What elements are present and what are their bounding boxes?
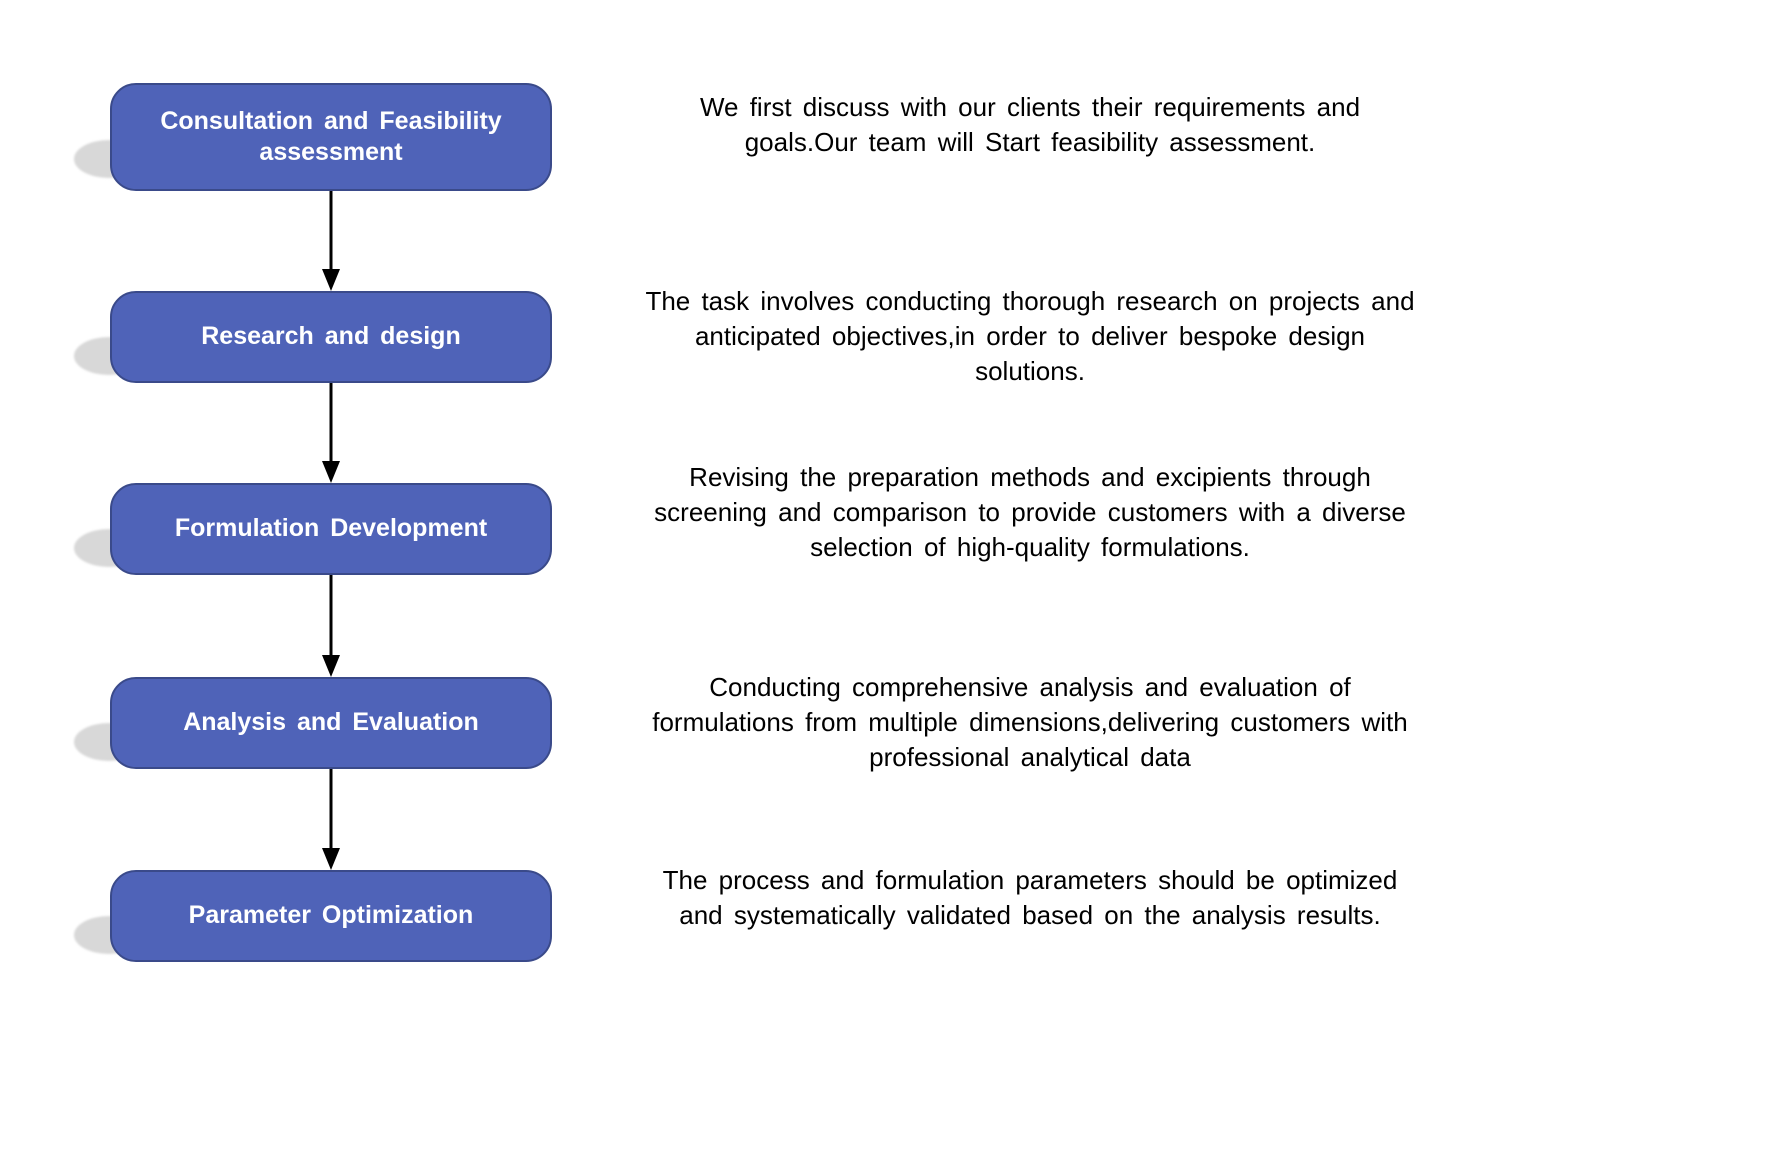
flow-node-label: Consultation and Feasibility assessment — [136, 106, 526, 169]
flow-node-label: Research and design — [201, 321, 460, 352]
flow-node-description: The task involves conducting thorough re… — [640, 284, 1420, 389]
flow-node: Parameter Optimization — [110, 870, 552, 962]
flow-node-description: Revising the preparation methods and exc… — [640, 460, 1420, 565]
arrow-head-icon — [322, 848, 340, 870]
flow-node-description: The process and formulation parameters s… — [640, 863, 1420, 933]
arrow-head-icon — [322, 269, 340, 291]
flow-node: Research and design — [110, 291, 552, 383]
flowchart-canvas: Consultation and Feasibility assessment W… — [0, 0, 1772, 1158]
flow-node-label: Parameter Optimization — [189, 900, 474, 931]
flow-node-label: Formulation Development — [175, 513, 487, 544]
flow-node: Consultation and Feasibility assessment — [110, 83, 552, 191]
arrow-head-icon — [322, 655, 340, 677]
flow-node: Analysis and Evaluation — [110, 677, 552, 769]
flow-node-description: We first discuss with our clients their … — [640, 90, 1420, 160]
flow-node-description: Conducting comprehensive analysis and ev… — [640, 670, 1420, 775]
flow-node-label: Analysis and Evaluation — [183, 707, 479, 738]
flow-node: Formulation Development — [110, 483, 552, 575]
arrow-head-icon — [322, 461, 340, 483]
